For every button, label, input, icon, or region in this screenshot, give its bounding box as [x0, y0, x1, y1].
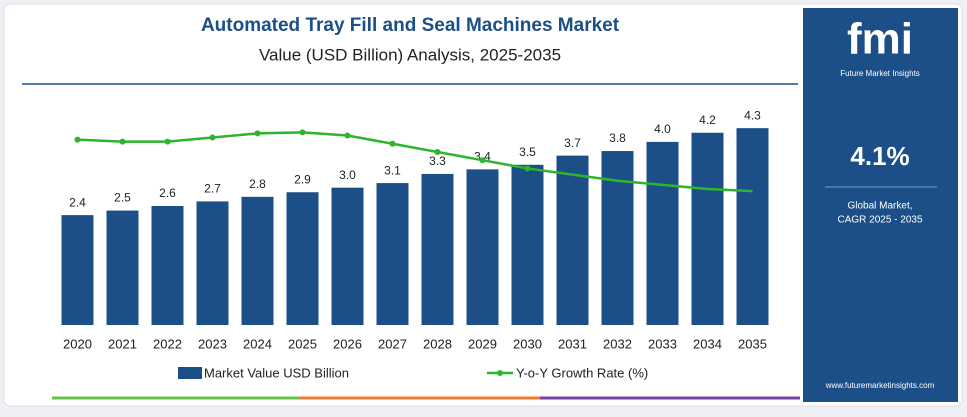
x-tick-label: 2033 — [648, 336, 677, 351]
x-tick-label: 2028 — [423, 336, 452, 351]
line-point — [209, 134, 216, 141]
brand: Future Market Insights — [840, 69, 920, 78]
x-tick-label: 2026 — [333, 336, 362, 351]
url: www.futuremarketinsights.com — [825, 381, 935, 390]
bar — [601, 151, 634, 325]
x-tick-label: 2031 — [558, 336, 587, 351]
x-tick-label: 2022 — [153, 336, 182, 351]
x-tick-label: 2029 — [468, 336, 497, 351]
line-point — [119, 138, 126, 145]
data-label: 3.3 — [429, 154, 446, 168]
bar — [61, 215, 94, 325]
cagr-caption: CAGR 2025 - 2035 — [837, 215, 922, 226]
data-label: 2.7 — [204, 182, 221, 196]
cagr-value: 4.1% — [850, 141, 909, 171]
logo: fmi — [847, 15, 913, 64]
data-label: 3.8 — [609, 131, 626, 145]
bar — [286, 192, 319, 325]
data-label: 4.0 — [654, 122, 671, 136]
bar — [646, 141, 679, 325]
data-label: 4.3 — [744, 108, 761, 122]
legend-label: Y-o-Y Growth Rate (%) — [516, 365, 648, 380]
bar — [511, 164, 544, 325]
data-label: 4.2 — [699, 113, 716, 127]
data-label: 3.7 — [564, 136, 581, 150]
data-label: 2.8 — [249, 177, 266, 191]
x-tick-label: 2020 — [63, 336, 92, 351]
sidebar — [803, 8, 958, 402]
bar — [556, 155, 589, 325]
cagr-caption: Global Market, — [847, 201, 912, 212]
line-point — [299, 129, 306, 136]
bar — [196, 201, 229, 325]
line-point — [74, 136, 81, 143]
legend-swatch — [497, 370, 503, 376]
data-label: 2.4 — [69, 195, 86, 209]
x-tick-label: 2034 — [693, 336, 722, 351]
bar — [106, 210, 139, 325]
line-point — [164, 138, 171, 145]
bar — [736, 128, 769, 325]
data-label: 3.5 — [519, 145, 536, 159]
x-tick-label: 2025 — [288, 336, 317, 351]
bar — [691, 132, 724, 325]
line — [77, 131, 753, 193]
line-point — [479, 157, 486, 164]
line-point — [254, 130, 261, 137]
line-point — [434, 148, 441, 155]
x-tick-label: 2024 — [243, 336, 272, 351]
bar — [151, 205, 184, 325]
bar — [421, 173, 454, 325]
data-label: 2.9 — [294, 172, 311, 186]
bar — [241, 196, 274, 325]
x-tick-label: 2021 — [108, 336, 137, 351]
chart-subtitle: Value (USD Billion) Analysis, 2025-2035 — [259, 45, 561, 64]
bar — [376, 183, 409, 325]
line-point — [389, 140, 396, 147]
x-tick-label: 2030 — [513, 336, 542, 351]
data-label: 3.1 — [384, 163, 401, 177]
data-label: 2.5 — [114, 191, 131, 205]
legend-swatch — [178, 367, 202, 379]
x-tick-label: 2023 — [198, 336, 227, 351]
line-point — [524, 165, 531, 172]
x-tick-label: 2032 — [603, 336, 632, 351]
bar — [466, 169, 499, 325]
line-point — [344, 132, 351, 139]
legend-label: Market Value USD Billion — [204, 365, 349, 380]
data-label: 2.6 — [159, 186, 176, 200]
x-tick-label: 2027 — [378, 336, 407, 351]
chart-title: Automated Tray Fill and Seal Machines Ma… — [201, 15, 620, 36]
bar — [331, 187, 364, 325]
x-tick-label: 2035 — [738, 336, 767, 351]
data-label: 3.0 — [339, 168, 356, 182]
